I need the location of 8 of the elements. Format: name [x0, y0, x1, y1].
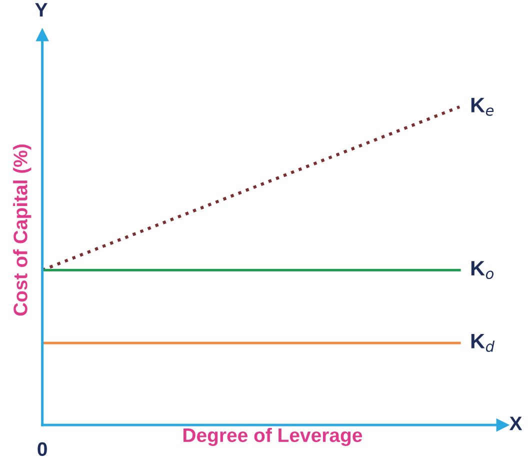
series-label: K$_{d}$	[471, 334, 495, 352]
text: Y	[35, 3, 48, 17]
series-label: K$_{o}$	[471, 261, 494, 280]
series-label: K$_{e}$	[471, 98, 494, 116]
text: 0	[38, 442, 47, 456]
annotation: X	[509, 416, 522, 430]
x-axis-title: Degree of Leverage	[184, 428, 362, 446]
y-axis-title: Cost of Capital (%)	[13, 144, 32, 316]
